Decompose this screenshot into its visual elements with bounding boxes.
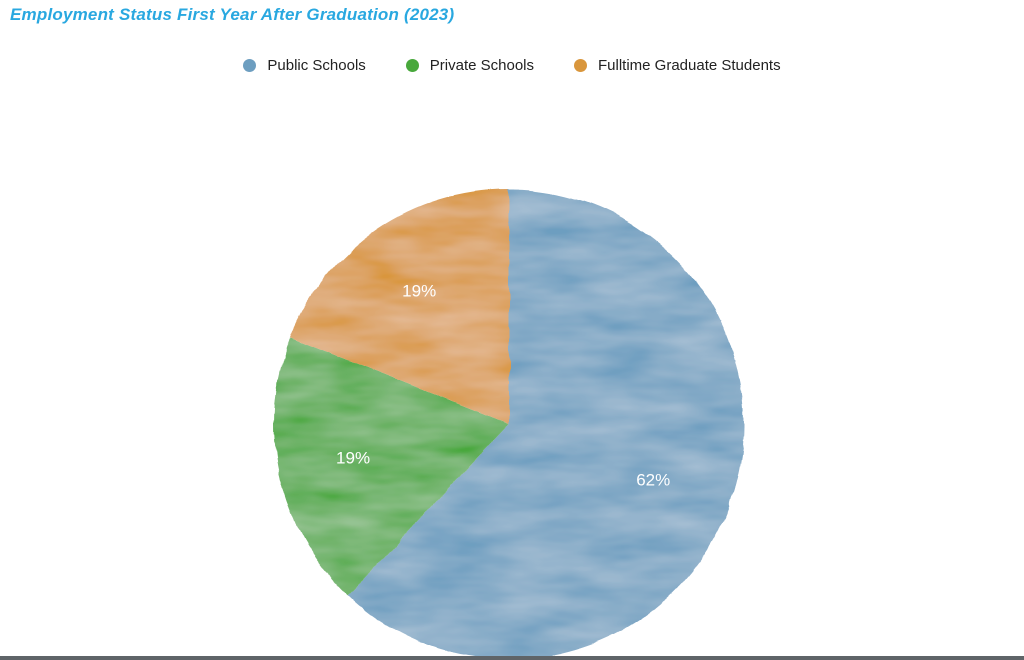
- bottom-border: [0, 656, 1024, 660]
- slice-label-graduate-students: 19%: [402, 281, 436, 300]
- chart-title: Employment Status First Year After Gradu…: [10, 5, 455, 24]
- legend-marker-private-schools: [405, 59, 419, 72]
- legend-label-public-schools: Public Schools: [267, 57, 366, 74]
- pie-slice-private-schools[interactable]: [274, 337, 509, 596]
- legend-marker-public-schools: [243, 59, 257, 72]
- legend-label-graduate-students: Fulltime Graduate Students: [598, 57, 781, 74]
- legend-item-graduate-students[interactable]: Fulltime Graduate Students: [574, 57, 781, 74]
- legend-item-private-schools[interactable]: Private Schools: [405, 57, 534, 74]
- slice-label-public-schools: 62%: [636, 471, 670, 490]
- pie-slice-public-schools[interactable]: [348, 189, 744, 659]
- legend-marker-graduate-students: [574, 59, 587, 72]
- pie-slice-graduate-students[interactable]: [290, 189, 509, 424]
- legend-item-public-schools[interactable]: Public Schools: [243, 57, 366, 74]
- legend: Public Schools Private Schools Fulltime …: [0, 57, 1024, 74]
- legend-label-private-schools: Private Schools: [429, 57, 534, 74]
- slice-label-private-schools: 19%: [336, 448, 370, 467]
